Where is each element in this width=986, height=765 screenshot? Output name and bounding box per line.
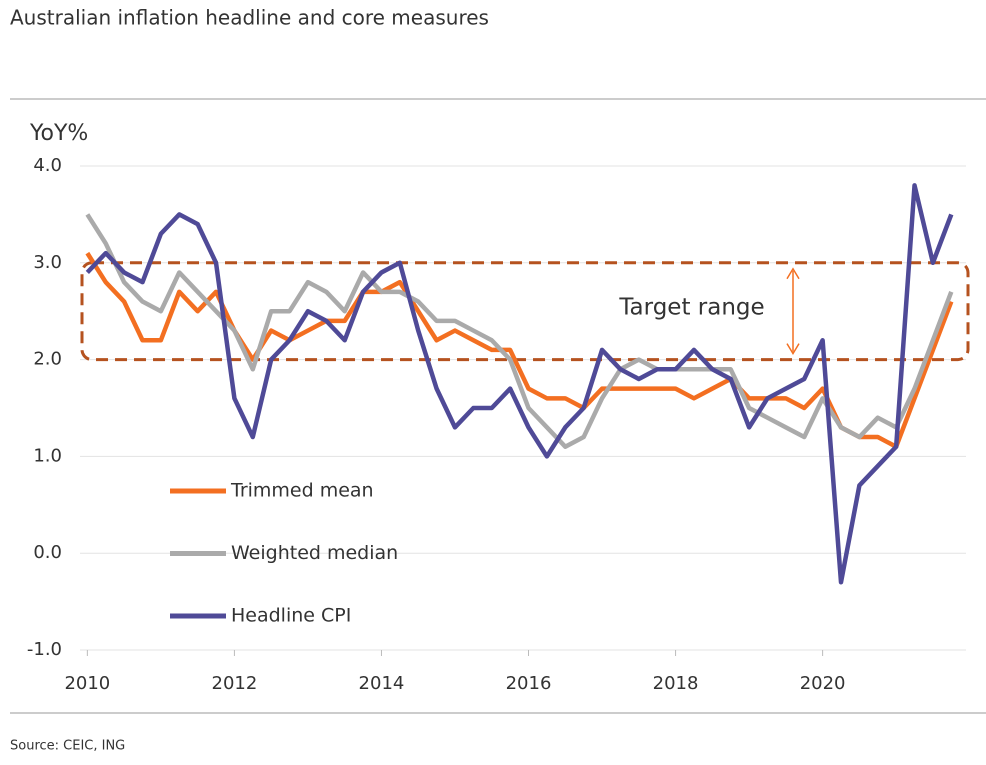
chart-title: Australian inflation headline and core m…: [10, 6, 489, 30]
series-line: [85, 213, 954, 449]
y-tick-label: 0.0: [33, 542, 62, 563]
x-tick-label: 2014: [359, 673, 405, 694]
arrow-head: [786, 343, 800, 356]
x-tick-label: 2020: [800, 673, 846, 694]
y-tick-label: 3.0: [33, 252, 62, 273]
y-tick-label: 4.0: [33, 155, 62, 176]
annotation: Target range: [618, 295, 764, 321]
y-tick-label: 2.0: [33, 349, 62, 370]
arrow-head: [786, 267, 800, 280]
legend-label: Trimmed mean: [230, 480, 374, 502]
x-tick-label: 2012: [212, 673, 258, 694]
series-line: [85, 183, 954, 585]
x-tick-label: 2018: [653, 673, 699, 694]
y-tick-label: -1.0: [27, 639, 62, 660]
legend-label: Weighted median: [231, 542, 398, 564]
y-tick-label: 1.0: [33, 445, 62, 466]
x-tick-label: 2010: [64, 673, 110, 694]
x-tick-label: 2016: [506, 673, 552, 694]
y-axis-label: YoY%: [29, 121, 88, 146]
target-band: [80, 261, 970, 362]
legend-label: Headline CPI: [231, 605, 351, 627]
source: Source: CEIC, ING: [10, 739, 125, 754]
